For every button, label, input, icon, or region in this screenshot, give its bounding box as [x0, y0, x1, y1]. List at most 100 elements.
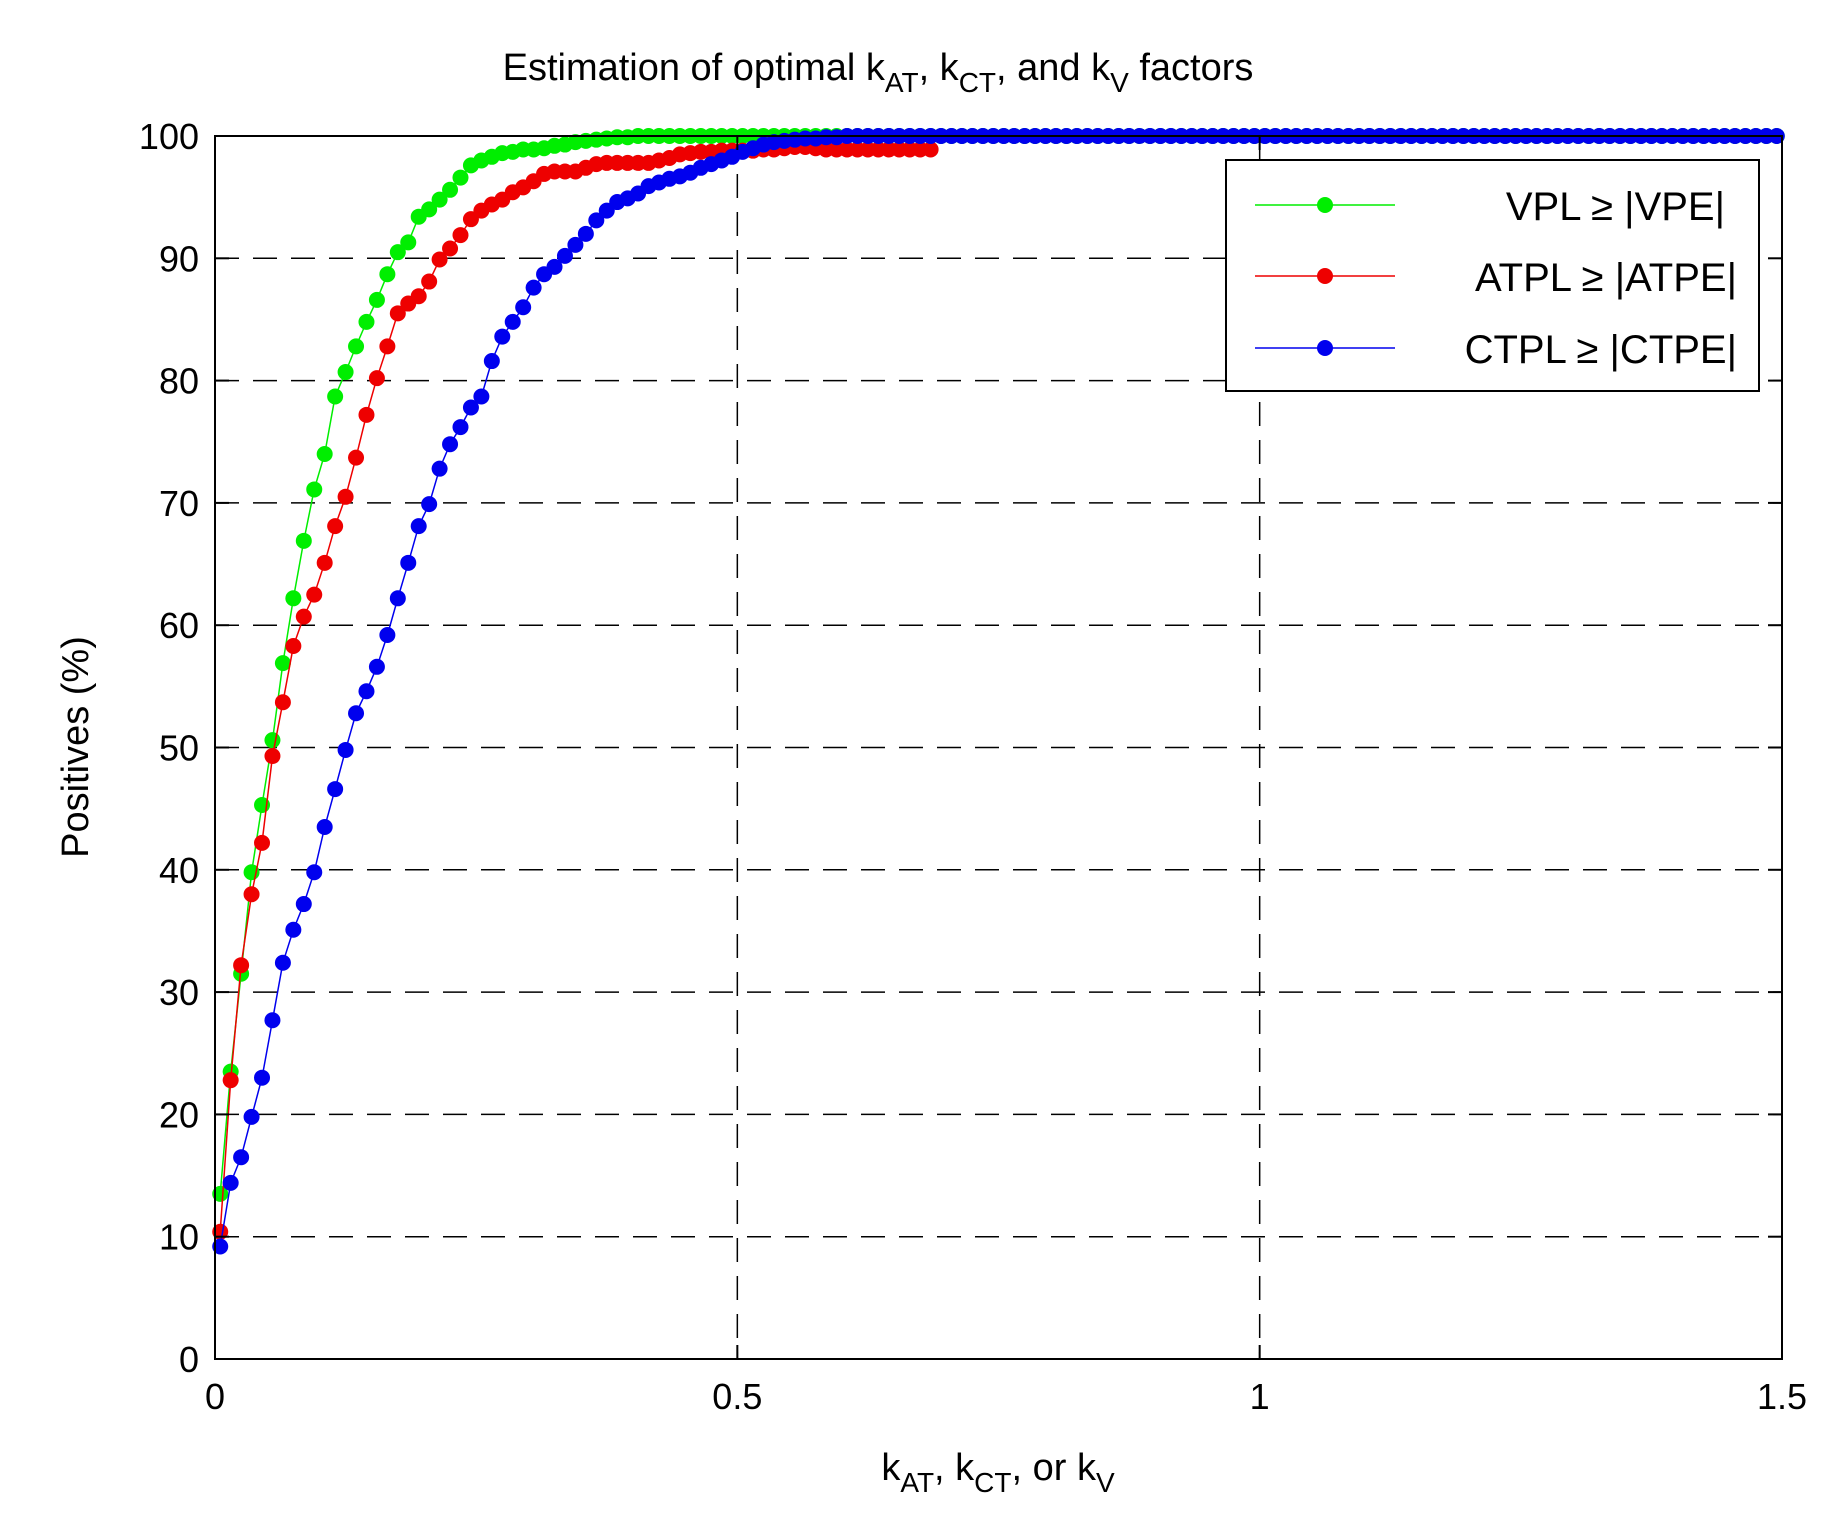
- ticks: [214, 135, 1783, 1360]
- data-point-ctpl: [316, 818, 333, 835]
- data-point-vpl: [348, 338, 365, 355]
- data-point-atpl: [922, 141, 939, 158]
- data-point-vpl: [379, 266, 396, 283]
- data-point-ctpl: [546, 258, 563, 275]
- series-atpl: [212, 139, 939, 1240]
- data-point-ctpl: [368, 658, 385, 675]
- data-point-ctpl: [525, 279, 542, 296]
- data-point-ctpl: [264, 1012, 281, 1029]
- legend-label-ctpl: CTPL ≥ |CTPE|: [1465, 328, 1737, 372]
- data-point-vpl: [358, 313, 375, 330]
- data-point-ctpl: [473, 388, 490, 405]
- data-point-atpl: [431, 251, 448, 268]
- data-point-atpl: [327, 518, 344, 535]
- legend-label-vpl: VPL ≥ |VPE|: [1506, 185, 1725, 229]
- data-point-atpl: [452, 227, 469, 244]
- data-point-atpl: [442, 240, 459, 257]
- data-point-vpl: [368, 291, 385, 308]
- legend: VPL ≥ |VPE| ATPL ≥ |ATPE| CTPL ≥ |CTPE|: [1225, 159, 1760, 392]
- x-tick-label: 1: [1250, 1376, 1270, 1417]
- x-tick-label: 1.5: [1757, 1376, 1807, 1417]
- data-point-ctpl: [337, 741, 354, 758]
- data-point-atpl: [295, 608, 312, 625]
- data-point-vpl: [264, 732, 281, 749]
- data-point-ctpl: [212, 1238, 229, 1255]
- y-tick-label: 60: [159, 605, 199, 646]
- data-point-ctpl: [254, 1069, 271, 1086]
- y-tick-label: 100: [139, 116, 199, 157]
- data-point-atpl: [421, 273, 438, 290]
- data-point-ctpl: [577, 225, 594, 242]
- data-point-vpl: [400, 234, 417, 251]
- data-point-atpl: [254, 834, 271, 851]
- data-point-vpl: [274, 655, 291, 672]
- data-point-atpl: [368, 370, 385, 387]
- data-point-atpl: [348, 449, 365, 466]
- data-point-vpl: [442, 181, 459, 198]
- data-point-ctpl: [348, 705, 365, 722]
- chart-title: Estimation of optimal kAT, kCT, and kV f…: [503, 47, 1254, 98]
- data-point-vpl: [285, 590, 302, 607]
- data-point-ctpl: [295, 896, 312, 913]
- data-point-vpl: [327, 388, 344, 405]
- y-tick-label: 20: [159, 1094, 199, 1135]
- data-point-ctpl: [400, 554, 417, 571]
- data-point-atpl: [222, 1072, 239, 1089]
- y-tick-label: 50: [159, 728, 199, 769]
- data-point-atpl: [316, 554, 333, 571]
- data-point-vpl: [295, 532, 312, 549]
- data-point-atpl: [233, 957, 250, 974]
- data-point-ctpl: [243, 1108, 260, 1125]
- legend-marker-vpl: [1317, 197, 1333, 213]
- data-point-ctpl: [504, 313, 521, 330]
- series-layer: [212, 128, 1785, 1255]
- data-point-ctpl: [567, 236, 584, 253]
- data-point-ctpl: [494, 328, 511, 345]
- data-point-vpl: [421, 201, 438, 218]
- data-point-atpl: [410, 288, 427, 305]
- data-point-vpl: [306, 481, 323, 498]
- legend-marker-atpl: [1317, 268, 1333, 284]
- data-point-ctpl: [431, 460, 448, 477]
- data-point-ctpl: [379, 626, 396, 643]
- y-tick-label: 40: [159, 850, 199, 891]
- data-point-ctpl: [285, 921, 302, 938]
- data-point-vpl: [316, 445, 333, 462]
- data-point-atpl: [379, 338, 396, 355]
- data-point-ctpl: [410, 518, 427, 535]
- data-point-atpl: [274, 694, 291, 711]
- y-tick-label: 10: [159, 1217, 199, 1258]
- data-point-ctpl: [515, 299, 532, 316]
- data-point-ctpl: [556, 247, 573, 264]
- legend-marker-ctpl: [1317, 340, 1333, 356]
- data-point-ctpl: [222, 1174, 239, 1191]
- data-point-atpl: [243, 886, 260, 903]
- data-point-atpl: [264, 748, 281, 765]
- data-point-ctpl: [452, 419, 469, 436]
- x-axis-label: kAT, kCT, or kV: [881, 1447, 1115, 1498]
- y-tick-label: 0: [179, 1339, 199, 1380]
- x-tick-label: 0.5: [712, 1376, 762, 1417]
- data-point-ctpl: [389, 590, 406, 607]
- data-point-ctpl: [233, 1149, 250, 1166]
- y-tick-label: 30: [159, 972, 199, 1013]
- data-point-ctpl: [274, 954, 291, 971]
- y-tick-label: 90: [159, 238, 199, 279]
- data-point-ctpl: [358, 683, 375, 700]
- data-point-ctpl: [306, 864, 323, 881]
- data-point-vpl: [431, 191, 448, 208]
- data-point-vpl: [452, 169, 469, 186]
- data-point-atpl: [337, 488, 354, 505]
- data-point-vpl: [212, 1185, 229, 1202]
- tick-labels: 0 10 20 30 40 50 60 70 80 90 100 0 0.5 1 1.5: [139, 116, 1807, 1417]
- y-tick-label: 70: [159, 483, 199, 524]
- data-point-ctpl: [421, 496, 438, 513]
- data-point-atpl: [358, 406, 375, 423]
- data-point-ctpl: [588, 212, 605, 229]
- data-point-ctpl: [327, 781, 344, 798]
- x-tick-label: 0: [205, 1376, 225, 1417]
- data-point-atpl: [306, 586, 323, 603]
- data-point-atpl: [389, 305, 406, 322]
- legend-label-atpl: ATPL ≥ |ATPE|: [1475, 256, 1737, 300]
